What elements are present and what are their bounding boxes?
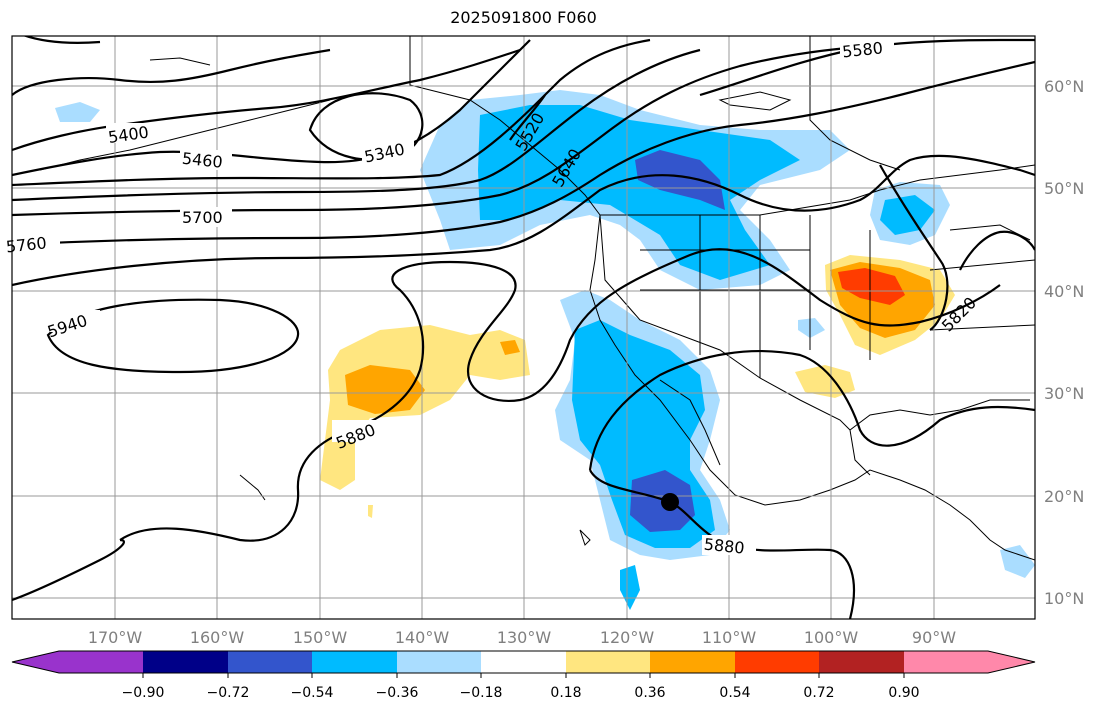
colorbar-bin [143,651,228,673]
lat-label: 20°N [1044,487,1084,506]
longitude-labels: 170°W 160°W 150°W 140°W 130°W 120°W 110°… [88,628,956,647]
neg-area-small4 [798,318,825,338]
storm-center-marker [661,493,679,511]
colorbar-bin [312,651,397,673]
colorbar-bin [228,651,312,673]
lat-label: 60°N [1044,77,1084,96]
colorbar-bin [650,651,735,673]
lon-label: 150°W [293,628,348,647]
map-frame [11,35,1036,620]
lat-label: 50°N [1044,179,1084,198]
contour-5880-west [119,248,1001,542]
lon-label: 120°W [600,628,655,647]
lat-label: 10°N [1044,589,1084,608]
contour-5400 [12,48,521,152]
contour-label: 5760 [5,233,47,256]
lon-label: 170°W [88,628,143,647]
pos-area-pacific-dot [500,340,520,355]
lon-label: 160°W [190,628,245,647]
neg-area-small [620,565,640,610]
colorbar-bin [566,651,650,673]
colorbar-tick-label: 0.90 [888,685,919,701]
colorbar-bin [481,651,566,673]
contour-5880-mex [588,350,1035,471]
map-title: 2025091800 F060 [450,8,597,27]
latitude-labels: 60°N 50°N 40°N 30°N 20°N 10°N [1044,77,1084,608]
colorbar-bin [819,651,904,673]
height-contours [12,36,1035,619]
contour-5460 [12,39,531,177]
contour-label: 5880 [703,535,745,558]
contour-label: 5580 [841,38,883,61]
pos-area-midwest-core [838,268,905,305]
contour-b1 [12,38,651,187]
colorbar-tick-label: −0.72 [207,685,250,701]
colorbar-tick-label: 0.54 [719,685,750,701]
contour-5820-east [879,164,949,331]
lat-label: 40°N [1044,282,1084,301]
lat-label: 30°N [1044,384,1084,403]
colorbar-extend-min [12,651,143,673]
neg-area-small3 [55,102,100,122]
colorbar-tick-label: 0.36 [634,685,665,701]
colorbar-bin [735,651,819,673]
contour-b3 [12,154,1035,287]
pos-area-tiny [368,505,373,518]
contour-5340 [308,92,424,161]
contour-label: 5700 [182,208,223,227]
lon-label: 90°W [912,628,956,647]
contour-b2 [12,48,701,202]
lon-label: 100°W [804,628,859,647]
colorbar-extend-max [904,651,1035,673]
colorbar-tick-label: −0.36 [376,685,419,701]
colorbar-tick-label: −0.54 [291,685,334,701]
contour-5940 [46,298,300,374]
contour-5820-ne [959,230,1035,271]
lon-label: 110°W [702,628,757,647]
colorbar-outline [11,650,1036,674]
contour-5760 [12,60,1035,247]
colorbar-tick-label: 0.72 [803,685,834,701]
neg-area-small2 [1000,545,1035,578]
colorbar-tick-label: 0.18 [550,685,581,701]
neg-area-lakes-inner [880,195,935,235]
pos-area-pacific-inner [345,365,425,414]
contour-label: 5460 [181,149,223,172]
anomaly-shading [55,90,1035,610]
contour-5880-south [12,538,126,602]
neg-area-canada-inner [478,105,800,280]
contour-5520 [509,94,546,141]
colorbar: −0.90 −0.72 −0.54 −0.36 −0.18 0.18 0.36 … [11,650,1036,701]
lon-label: 130°W [497,628,552,647]
contour-low [12,48,331,96]
neg-area-canada-core [635,150,725,210]
colorbar-tick-label: −0.18 [460,685,503,701]
lon-label: 140°W [395,628,450,647]
colorbar-bin [397,651,481,673]
contour-5640 [22,36,101,44]
colorbar-tick-label: −0.90 [122,685,165,701]
